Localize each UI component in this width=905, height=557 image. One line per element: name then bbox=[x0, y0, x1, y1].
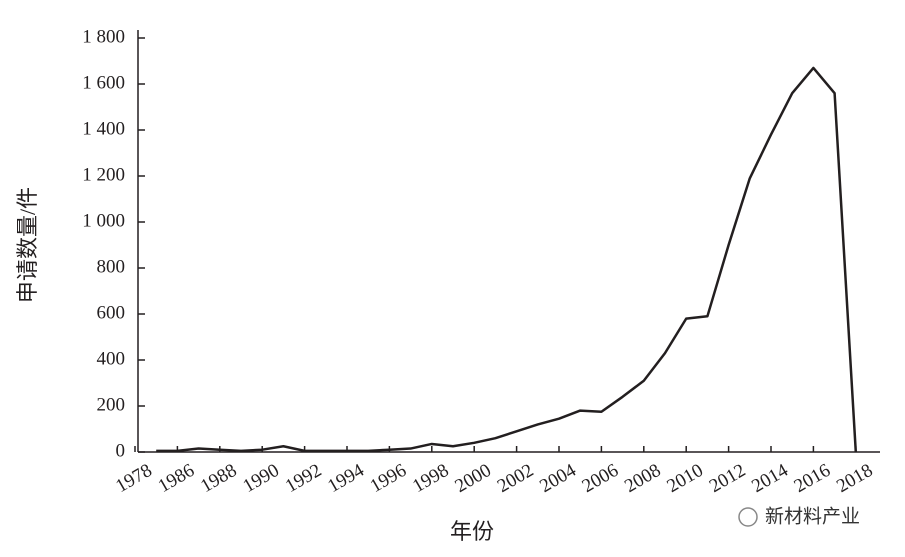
y-tick-label: 400 bbox=[97, 348, 126, 369]
y-tick-label: 1 600 bbox=[82, 72, 125, 93]
x-tick-label: 2008 bbox=[621, 460, 664, 497]
y-axis-label: 申请数量/件 bbox=[15, 187, 40, 303]
x-tick-label: 1986 bbox=[155, 460, 198, 497]
x-tick-label: 2012 bbox=[706, 460, 749, 497]
x-tick-label: 2004 bbox=[536, 460, 580, 497]
x-tick-label: 1978 bbox=[112, 460, 155, 497]
data-line bbox=[156, 66, 858, 453]
x-tick-label: 1994 bbox=[324, 460, 368, 497]
x-tick-label: 2018 bbox=[833, 460, 876, 497]
x-tick-label: 1998 bbox=[409, 460, 452, 497]
x-tick-label: 2010 bbox=[663, 460, 706, 497]
watermark-text: 新材料产业 bbox=[765, 505, 860, 527]
x-tick-label: 1992 bbox=[282, 460, 325, 497]
x-tick-label: 1996 bbox=[367, 460, 410, 497]
x-axis-label: 年份 bbox=[450, 519, 494, 544]
x-tick-label: 2000 bbox=[451, 460, 494, 497]
x-tick-label: 2016 bbox=[791, 460, 834, 497]
y-tick-label: 600 bbox=[97, 302, 126, 323]
y-tick-label: 1 400 bbox=[82, 118, 125, 139]
x-tick-label: 1990 bbox=[239, 460, 282, 497]
watermark-icon bbox=[738, 507, 758, 527]
y-tick-label: 1 200 bbox=[82, 164, 125, 185]
x-tick-label: 2002 bbox=[494, 460, 537, 497]
y-tick-label: 1 000 bbox=[82, 210, 125, 231]
y-tick-label: 1 800 bbox=[82, 26, 125, 47]
y-tick-label: 200 bbox=[97, 394, 126, 415]
x-tick-label: 2014 bbox=[748, 460, 792, 497]
y-tick-label: 800 bbox=[97, 256, 126, 277]
x-tick-label: 1988 bbox=[197, 460, 240, 497]
y-tick-label: 0 bbox=[116, 440, 126, 461]
watermark: 新材料产业 bbox=[738, 505, 860, 527]
x-tick-label: 2006 bbox=[579, 460, 622, 497]
